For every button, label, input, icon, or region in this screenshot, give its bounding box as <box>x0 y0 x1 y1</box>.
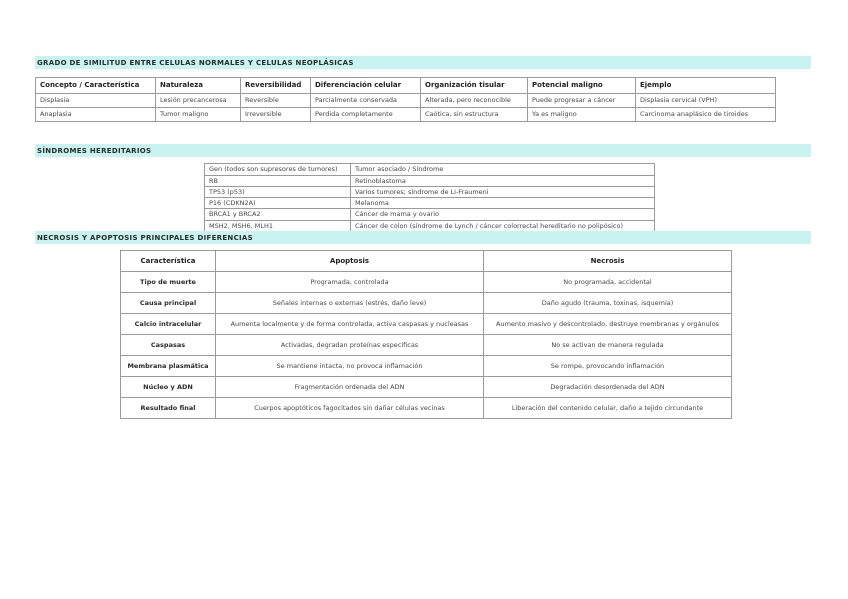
table-cell: Degradación desordenada del ADN <box>483 376 732 398</box>
table-header-row: Concepto / Característica Naturaleza Rever… <box>35 77 776 94</box>
column-header: Necrosis <box>483 250 732 272</box>
table-row: RB Retinoblastoma <box>204 174 655 188</box>
table-similitud-celulas: Concepto / Característica Naturaleza Rever… <box>35 77 776 122</box>
table-row: BRCA1 y BRCA2 Cáncer de mama y ovario <box>204 208 655 221</box>
table-cell: Displasia cervical (VPH) <box>635 93 776 108</box>
table-cell: Aumenta localmente y de forma controlada… <box>215 313 484 335</box>
table-cell: Parcialmente conservada <box>310 93 421 108</box>
table-row: MSH2, MSH6, MLH1 Cáncer de colon (síndrom… <box>204 219 655 232</box>
table-cell: Caótica, sin estructura <box>420 107 528 122</box>
table-cell: Calcio intracelular <box>120 313 216 335</box>
table-cell: Varios tumores; síndrome de Li-Fraumeni <box>350 186 655 199</box>
table-cell: Señales internas o externas (estrés, dañ… <box>215 292 484 314</box>
table-row: Tipo de muerte Programada, controlada No p… <box>120 271 732 293</box>
column-header: Organización tisular <box>420 77 528 94</box>
table-cell: Displasia <box>35 93 156 108</box>
table-cell: Alterada, pero reconocible <box>420 93 528 108</box>
data-table: Característica Apoptosis Necrosis Tipo de m… <box>120 250 732 419</box>
column-header: Ejemplo <box>635 77 776 94</box>
table-cell: No programada, accidental <box>483 271 732 293</box>
table-cell: Lesión precancerosa <box>155 93 241 108</box>
table-cell: Membrana plasmática <box>120 355 216 377</box>
section-title: SÍNDROMES HEREDITARIOS <box>37 146 152 155</box>
table-cell: Melanoma <box>350 197 655 210</box>
table-row: Calcio intracelular Aumenta localmente y … <box>120 313 732 335</box>
column-header: Potencial maligno <box>527 77 636 94</box>
table-cell: Causa principal <box>120 292 216 314</box>
table-cell: Tumor maligno <box>155 107 241 122</box>
table-cell: Cuerpos apoptóticos fagocitados sin daña… <box>215 397 484 419</box>
table-header-row: Gen (todos son supresores de tumores) Tum… <box>204 163 655 176</box>
table-cell: Tipo de muerte <box>120 271 216 293</box>
table-cell: Se rompe, provocando inflamación <box>483 355 732 377</box>
data-table: Concepto / Característica Naturaleza Rever… <box>35 77 776 122</box>
table-row: Anaplasia Tumor maligno Irreversible Perdid… <box>35 107 776 122</box>
table-row: Membrana plasmática Se mantiene intacta, … <box>120 355 732 377</box>
table-cell: RB <box>204 174 351 188</box>
section-title: NECROSIS Y APOPTOSIS PRINCIPALES DIFEREN… <box>37 233 253 242</box>
section-title: GRADO DE SIMILITUD ENTRE CELULAS NORMALE… <box>37 58 354 67</box>
table-cell: TP53 (p53) <box>204 186 351 199</box>
table-necrosis-apoptosis: Característica Apoptosis Necrosis Tipo de m… <box>120 250 732 419</box>
table-cell: Caspasas <box>120 334 216 356</box>
table-header-row: Característica Apoptosis Necrosis <box>120 250 732 272</box>
table-row: Causa principal Señales internas o extern… <box>120 292 732 314</box>
column-header: Concepto / Característica <box>35 77 156 94</box>
table-row: TP53 (p53) Varios tumores; síndrome de Li… <box>204 186 655 199</box>
table-cell: Se mantiene intacta, no provoca inflamac… <box>215 355 484 377</box>
table-cell: Perdida completamente <box>310 107 421 122</box>
section-header-sindromes: SÍNDROMES HEREDITARIOS <box>35 144 811 157</box>
table-cell: Fragmentación ordenada del ADN <box>215 376 484 398</box>
table-cell: Irreversible <box>240 107 311 122</box>
column-header: Característica <box>120 250 216 272</box>
table-cell: Retinoblastoma <box>350 174 655 188</box>
table-row: Resultado final Cuerpos apoptóticos fagoc… <box>120 397 732 419</box>
column-header: Reversibilidad <box>240 77 311 94</box>
table-cell: Reversible <box>240 93 311 108</box>
table-cell: Anaplasia <box>35 107 156 122</box>
column-header: Diferenciación celular <box>310 77 421 94</box>
section-header-necrosis-apoptosis: NECROSIS Y APOPTOSIS PRINCIPALES DIFEREN… <box>35 231 811 244</box>
table-sindromes-hereditarios: Gen (todos son supresores de tumores) Tum… <box>204 163 655 232</box>
table-cell: Programada, controlada <box>215 271 484 293</box>
table-cell: Resultado final <box>120 397 216 419</box>
table-cell: Ya es maligno <box>527 107 636 122</box>
column-header: Apoptosis <box>215 250 484 272</box>
data-table: Gen (todos son supresores de tumores) Tum… <box>204 163 655 232</box>
table-row: P16 (CDKN2A) Melanoma <box>204 197 655 210</box>
table-cell: No se activan de manera regulada <box>483 334 732 356</box>
table-cell: Carcinoma anaplásico de tiroides <box>635 107 776 122</box>
table-cell: P16 (CDKN2A) <box>204 197 351 210</box>
table-cell: Puede progresar a cáncer <box>527 93 636 108</box>
table-cell: MSH2, MSH6, MLH1 <box>204 219 351 232</box>
table-cell: Activadas, degradan proteínas específica… <box>215 334 484 356</box>
table-cell: Cáncer de colon (síndrome de Lynch / cán… <box>350 219 655 232</box>
table-cell: Núcleo y ADN <box>120 376 216 398</box>
table-row: Displasia Lesión precancerosa Reversible Pa… <box>35 93 776 108</box>
table-cell: Liberación del contenido celular, daño a… <box>483 397 732 419</box>
table-cell: Daño agudo (trauma, toxinas, isquemia) <box>483 292 732 314</box>
column-header: Gen (todos son supresores de tumores) <box>204 163 351 176</box>
table-row: Caspasas Activadas, degradan proteínas es… <box>120 334 732 356</box>
table-cell: Cáncer de mama y ovario <box>350 208 655 221</box>
table-row: Núcleo y ADN Fragmentación ordenada del A… <box>120 376 732 398</box>
table-cell: Aumento masivo y descontrolado, destruye… <box>483 313 732 335</box>
section-header-similitud: GRADO DE SIMILITUD ENTRE CELULAS NORMALE… <box>35 56 811 69</box>
column-header: Tumor asociado / Síndrome <box>350 163 655 176</box>
column-header: Naturaleza <box>155 77 241 94</box>
table-cell: BRCA1 y BRCA2 <box>204 208 351 221</box>
